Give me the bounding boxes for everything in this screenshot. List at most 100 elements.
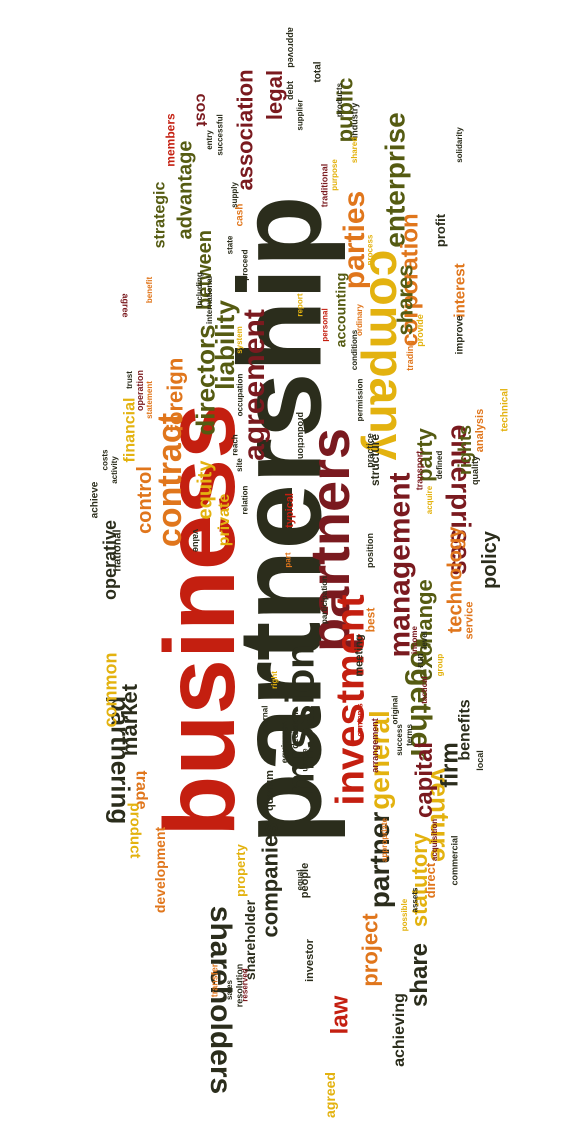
word-property: property	[232, 843, 248, 897]
word-directors: directors	[190, 324, 221, 436]
word-internal: internal	[259, 705, 269, 735]
word-decision: decision	[289, 711, 300, 749]
word-participation: participation	[320, 575, 330, 625]
word-members: members	[163, 113, 178, 167]
word-solidarity: solidarity	[454, 127, 464, 163]
word-part: part	[283, 552, 293, 568]
word-agreement: agreement	[237, 309, 271, 461]
word-accounting: accounting	[331, 272, 348, 348]
word-contents: contents	[355, 703, 365, 737]
word-debt: debt	[284, 80, 295, 100]
word-practice: practice	[364, 432, 375, 468]
word-common: common	[100, 652, 121, 728]
word-occupation: occupation	[234, 373, 244, 417]
word-shared: shared	[350, 136, 360, 164]
word-right: right	[269, 671, 279, 689]
word-best: best	[362, 607, 377, 633]
word-value: value	[190, 528, 201, 552]
word-position: position	[364, 532, 375, 568]
word-improve: improve	[453, 315, 465, 355]
word-industry: industry	[349, 102, 360, 138]
word-arrangement: arrangement	[369, 717, 380, 773]
word-advantage: advantage	[173, 140, 196, 240]
word-profit: profit	[432, 213, 448, 247]
word-sales: sales	[225, 979, 235, 1001]
word-cash: cash	[233, 203, 245, 227]
word-statement: statement	[144, 381, 154, 419]
word-activity: activity	[109, 456, 119, 484]
word-purpose: purpose	[329, 159, 339, 191]
word-control: control	[133, 466, 156, 534]
word-costs: costs	[99, 449, 109, 471]
word-direct: direct	[422, 862, 438, 898]
word-supplier: supplier	[295, 99, 305, 131]
word-achieving: achieving	[390, 993, 408, 1067]
word-law: law	[325, 995, 353, 1035]
word-equipment: equipment	[279, 717, 290, 763]
word-trading: trading	[404, 339, 415, 371]
word-trust: trust	[124, 371, 134, 389]
word-benefit: benefit	[145, 276, 155, 304]
word-project: project	[357, 913, 383, 987]
word-companies: companies	[256, 822, 282, 938]
word-foreign: foreign	[161, 357, 187, 433]
word-investor: investor	[303, 938, 316, 982]
word-analysis: analysis	[473, 408, 486, 452]
word-cost: cost	[191, 93, 209, 127]
word-capital: capital	[411, 741, 439, 819]
word-level: level	[419, 631, 429, 649]
word-approved: approved	[285, 26, 296, 68]
word-group: group	[434, 653, 444, 677]
word-entry: entry	[204, 130, 214, 150]
word-market: market	[117, 683, 143, 757]
word-traditional: traditional	[319, 163, 330, 207]
word-association: association	[232, 69, 258, 191]
word-tactical: tactical	[419, 676, 429, 704]
word-service: service	[463, 601, 476, 639]
word-agreed: agreed	[321, 1072, 338, 1118]
word-assets: assets	[409, 887, 419, 913]
word-operation: operation	[134, 369, 145, 411]
word-reach: reach	[230, 434, 240, 456]
word-including: including	[194, 272, 204, 308]
word-process: process	[364, 234, 374, 266]
word-commercial: commercial	[449, 834, 460, 886]
word-equity: equity	[193, 460, 216, 520]
word-defined: defined	[435, 450, 445, 480]
word-proceed: proceed	[240, 249, 250, 281]
word-quality: quality	[469, 455, 480, 485]
word-legal: legal	[262, 69, 288, 121]
word-local: local	[474, 749, 485, 771]
word-acquire: acquire	[425, 485, 435, 515]
word-quorum: quorum	[263, 769, 276, 811]
word-typical: typical	[283, 492, 296, 528]
word-provide: provide	[414, 313, 425, 347]
word-share: share	[406, 942, 434, 1008]
word-success: success	[394, 724, 404, 756]
word-development: development	[152, 826, 169, 914]
word-agree: agree	[120, 292, 131, 318]
word-shares: shares	[391, 264, 417, 336]
word-production: production	[295, 411, 306, 459]
word-technology: technology	[443, 526, 466, 634]
word-transfer: transfer	[209, 963, 220, 997]
word-site: site	[234, 458, 244, 472]
word-run: run	[414, 652, 425, 668]
word-product: product	[126, 802, 144, 858]
word-benefits: benefits	[456, 699, 474, 761]
word-equal: equal	[294, 869, 304, 891]
word-products: products	[335, 82, 345, 118]
word-strategic: strategic	[150, 181, 168, 249]
word-technical: technical	[499, 388, 511, 432]
word-achieve: achieve	[88, 481, 100, 519]
word-successful: successful	[215, 114, 225, 156]
word-appropriate: appropriate	[380, 817, 390, 863]
word-transport: transport	[414, 450, 425, 490]
word-possible: possible	[400, 898, 410, 932]
word-resolution: resolution	[234, 963, 245, 1007]
word-income: income	[410, 625, 420, 655]
word-international: international	[205, 275, 215, 325]
word-interest: interest	[451, 262, 469, 318]
word-contract: contract	[151, 412, 190, 548]
